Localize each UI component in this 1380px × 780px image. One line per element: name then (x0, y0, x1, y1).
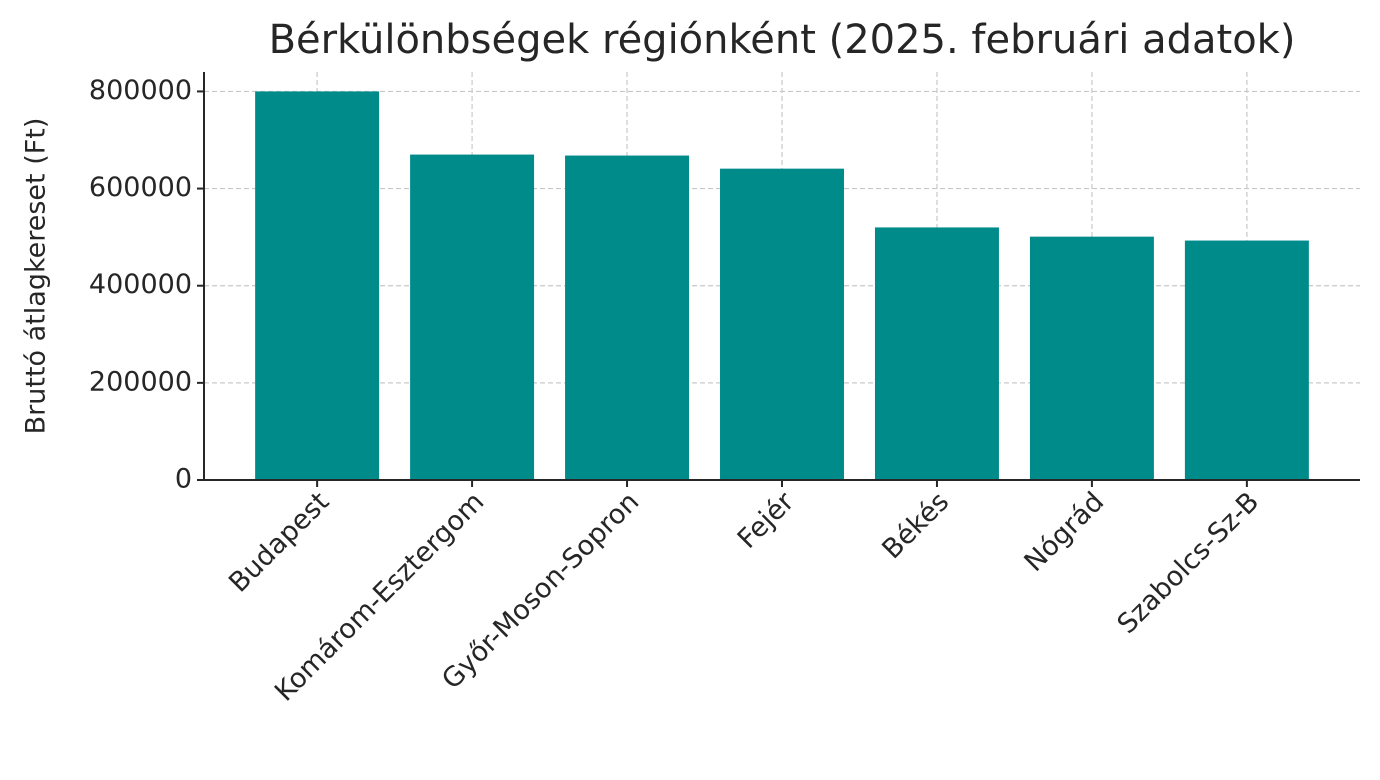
x-tick-label: Békés (876, 486, 955, 565)
y-tick-label: 400000 (89, 269, 192, 300)
bar (410, 154, 535, 481)
bar (1184, 240, 1309, 480)
x-tick-label: Szabolcs-Sz-B (1111, 486, 1265, 640)
y-tick-label: 800000 (89, 75, 192, 106)
bar (1029, 236, 1154, 480)
y-tick-label: 0 (175, 464, 192, 495)
bar (255, 91, 380, 480)
bar (565, 155, 690, 481)
bar (874, 227, 999, 480)
y-tick-label: 600000 (89, 172, 192, 203)
y-axis-label: Bruttó átlagkereset (Ft) (21, 118, 52, 435)
chart-title: Bérkülönbségek régiónként (2025. február… (269, 17, 1296, 63)
x-tick-label: Budapest (223, 486, 335, 598)
bar (720, 168, 844, 480)
x-tick-label: Nógrád (1019, 486, 1111, 578)
y-tick-label: 200000 (89, 366, 192, 397)
x-tick-label: Fejér (732, 486, 801, 555)
